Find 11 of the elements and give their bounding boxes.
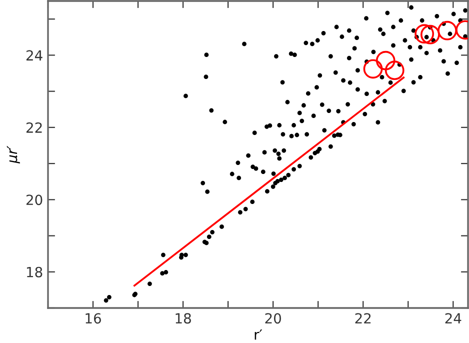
y-tick-label: 22 [26, 122, 42, 133]
x-tick-label: 20 [265, 313, 281, 324]
x-tick-label: 18 [176, 313, 191, 324]
y-tick-label: 20 [26, 194, 42, 206]
y-tick-label: 24 [26, 50, 42, 60]
x-axis-title: r′ [254, 330, 262, 340]
x-tick-label: 16 [86, 313, 101, 324]
x-tick-label: 24 [445, 313, 462, 324]
x-tick-label: 22 [355, 313, 371, 324]
y-tick-label: 18 [26, 266, 42, 278]
y-axis-title: μr′ [6, 146, 20, 164]
